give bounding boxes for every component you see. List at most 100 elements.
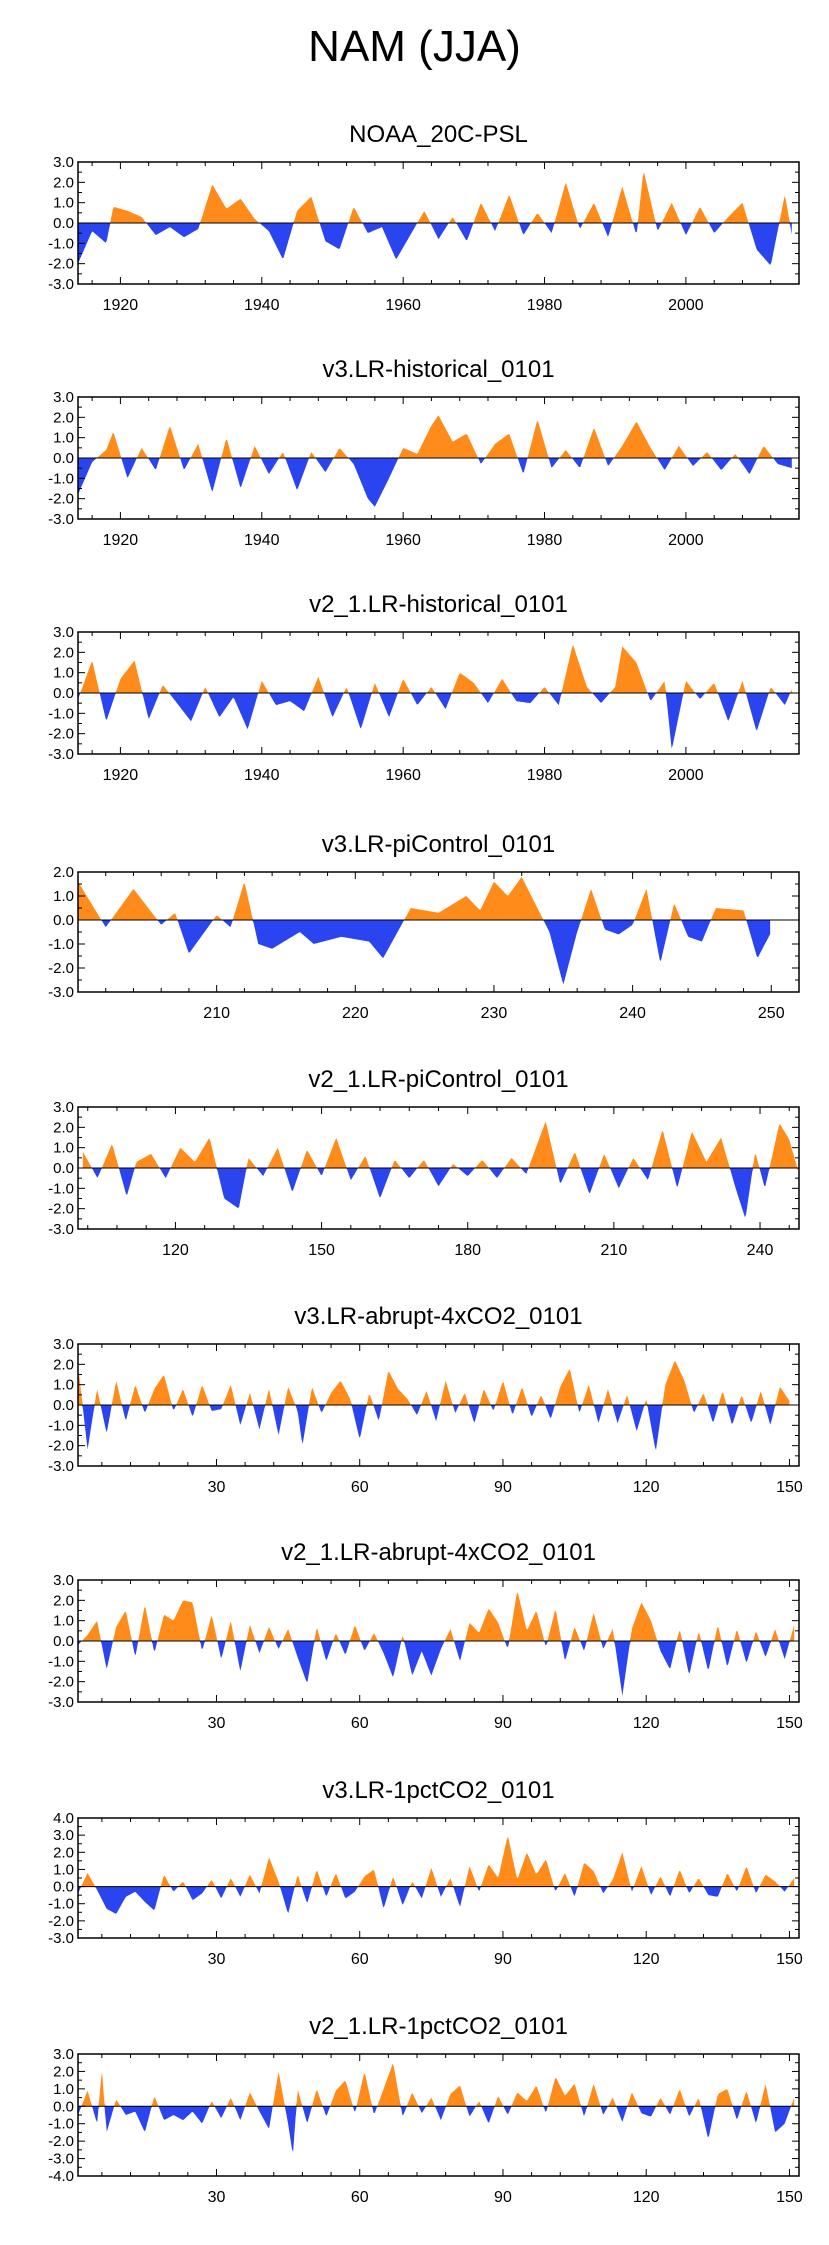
y-tick-label: 0.0: [53, 2098, 74, 2115]
panel-9: v2_1.LR-1pctCO2_0101 3.02.01.00.0-1.0-2.0…: [48, 2013, 803, 2206]
y-tick-label: -1.0: [48, 470, 74, 487]
y-tick-label: -1.0: [48, 936, 74, 953]
panel-1: NOAA_20C-PSL 3.0 2.0 1.0 0.0 -1.0 -2.0 -3.0 1920…: [48, 121, 800, 314]
x-tick-label: 1920: [103, 297, 139, 314]
negative-anomaly-area: [78, 1405, 790, 1451]
x-tick-label: 150: [308, 1242, 335, 1259]
y-tick-label: 2.0: [53, 174, 74, 191]
y-tick-label: -2.0: [48, 960, 74, 977]
x-tick-label: 60: [351, 1479, 369, 1496]
y-tick-label: 3.0: [53, 2046, 74, 2063]
x-tick-label: 90: [494, 1715, 512, 1732]
y-tick-label: -2.0: [48, 1674, 74, 1691]
panel-4: v3.LR-piControl_0101 2.0 1.0 0.0 -1.0 -2.0 -3.…: [48, 831, 800, 1022]
x-tick-label: 30: [208, 1951, 226, 1968]
y-tick-label: -3.0: [48, 1694, 74, 1711]
y-tick-label: -2.0: [48, 1438, 74, 1455]
y-tick-label: -3.0: [48, 746, 74, 763]
y-tick-label: 2.0: [53, 1356, 74, 1373]
positive-anomaly-area: [78, 1592, 795, 1641]
y-tick-label: -2.0: [48, 2133, 74, 2150]
x-tick-label: 120: [633, 1715, 660, 1732]
y-tick-label: 3.0: [53, 154, 74, 171]
x-tick-label: 210: [601, 1242, 628, 1259]
y-tick-label: -1.0: [48, 1653, 74, 1670]
y-tick-label: 1.0: [53, 888, 74, 905]
y-tick-label: -4.0: [48, 2168, 74, 2185]
positive-anomaly-area: [82, 1121, 798, 1168]
x-tick-label: 230: [481, 1005, 508, 1022]
y-tick-label: 1.0: [53, 2081, 74, 2098]
x-tick-label: 240: [747, 1242, 774, 1259]
panel-5: v2_1.LR-piControl_0101 3.0 2.0 1.0 0.0 -1.0 -2…: [48, 1066, 800, 1259]
negative-anomaly-area: [78, 1886, 795, 1914]
y-tick-label: 1.0: [53, 1377, 74, 1394]
positive-anomaly-area: [78, 877, 771, 920]
y-tick-label: 1.0: [53, 195, 74, 212]
positive-anomaly-area: [78, 415, 792, 458]
y-tick-label: 2.0: [53, 1119, 74, 1136]
y-tick-label: -1.0: [48, 1417, 74, 1434]
y-tick-label: -2.0: [48, 1913, 74, 1930]
negative-anomaly-area: [78, 920, 771, 985]
x-tick-label: 120: [633, 1951, 660, 1968]
negative-anomaly-area: [78, 693, 792, 749]
y-tick-label: -2.0: [48, 726, 74, 743]
panel-title: v2_1.LR-1pctCO2_0101: [309, 2013, 568, 2040]
panel-7: v2_1.LR-abrupt-4xCO2_0101 3.0 2.0 1.0 0.0 -1.…: [48, 1539, 803, 1732]
y-tick-label: 0.0: [53, 450, 74, 467]
y-tick-label: 2.0: [53, 1844, 74, 1861]
panel-8: v3.LR-1pctCO2_0101 4.03.02.01.00.0-1.0-2.…: [48, 1777, 803, 1968]
panel-title: v2_1.LR-piControl_0101: [308, 1066, 568, 1093]
y-tick-label: 3.0: [53, 1827, 74, 1844]
y-tick-label: -1.0: [48, 235, 74, 252]
negative-anomaly-area: [78, 1641, 795, 1696]
positive-anomaly-area: [78, 2063, 795, 2107]
panel-title: v2_1.LR-abrupt-4xCO2_0101: [281, 1539, 596, 1566]
y-tick-label: 1.0: [53, 430, 74, 447]
negative-anomaly-area: [82, 1168, 798, 1218]
negative-anomaly-area: [78, 2106, 795, 2152]
y-tick-label: -3.0: [48, 1221, 74, 1238]
y-tick-label: 3.0: [53, 1336, 74, 1353]
y-tick-label: 2.0: [53, 864, 74, 881]
y-tick-label: 2.0: [53, 2063, 74, 2080]
y-tick-label: 1.0: [53, 1140, 74, 1157]
x-tick-label: 30: [208, 1715, 226, 1732]
x-tick-label: 1960: [385, 297, 421, 314]
x-tick-label: 1920: [103, 532, 139, 549]
y-tick-label: 4.0: [53, 1810, 74, 1827]
panel-6: v3.LR-abrupt-4xCO2_0101 3.0 2.0 1.0 0.0 -1.0 -…: [48, 1303, 803, 1496]
x-tick-label: 120: [162, 1242, 189, 1259]
y-tick-label: -1.0: [48, 705, 74, 722]
y-tick-label: -3.0: [48, 276, 74, 293]
x-tick-label: 150: [776, 1715, 803, 1732]
panel-title: v3.LR-1pctCO2_0101: [322, 1777, 554, 1804]
x-tick-label: 30: [208, 1479, 226, 1496]
x-tick-label: 1980: [527, 767, 563, 784]
panel-3: v2_1.LR-historical_0101 3.0 2.0 1.0 0.0 -1.0 -…: [48, 591, 800, 784]
y-tick-label: 3.0: [53, 1572, 74, 1589]
x-tick-label: 120: [633, 1479, 660, 1496]
y-tick-label: -3.0: [48, 984, 74, 1001]
y-tick-label: 0.0: [53, 685, 74, 702]
x-tick-label: 250: [758, 1005, 785, 1022]
x-tick-label: 210: [203, 1005, 230, 1022]
x-tick-label: 150: [776, 1951, 803, 1968]
y-tick-label: 2.0: [53, 1592, 74, 1609]
x-tick-label: 150: [776, 1479, 803, 1496]
x-tick-label: 1940: [244, 767, 280, 784]
x-tick-label: 1980: [527, 532, 563, 549]
figure-title: NAM (JJA): [308, 22, 521, 71]
y-tick-label: -3.0: [48, 1458, 74, 1475]
positive-anomaly-area: [78, 172, 792, 223]
x-tick-label: 60: [351, 1951, 369, 1968]
plot-frame: [77, 1817, 800, 1939]
y-tick-label: 1.0: [53, 1613, 74, 1630]
positive-anomaly-area: [78, 1837, 795, 1887]
x-tick-label: 220: [342, 1005, 369, 1022]
panel-title: v3.LR-historical_0101: [322, 356, 554, 383]
x-tick-label: 30: [208, 2189, 226, 2206]
y-tick-label: 0.0: [53, 912, 74, 929]
x-tick-label: 1940: [244, 532, 280, 549]
